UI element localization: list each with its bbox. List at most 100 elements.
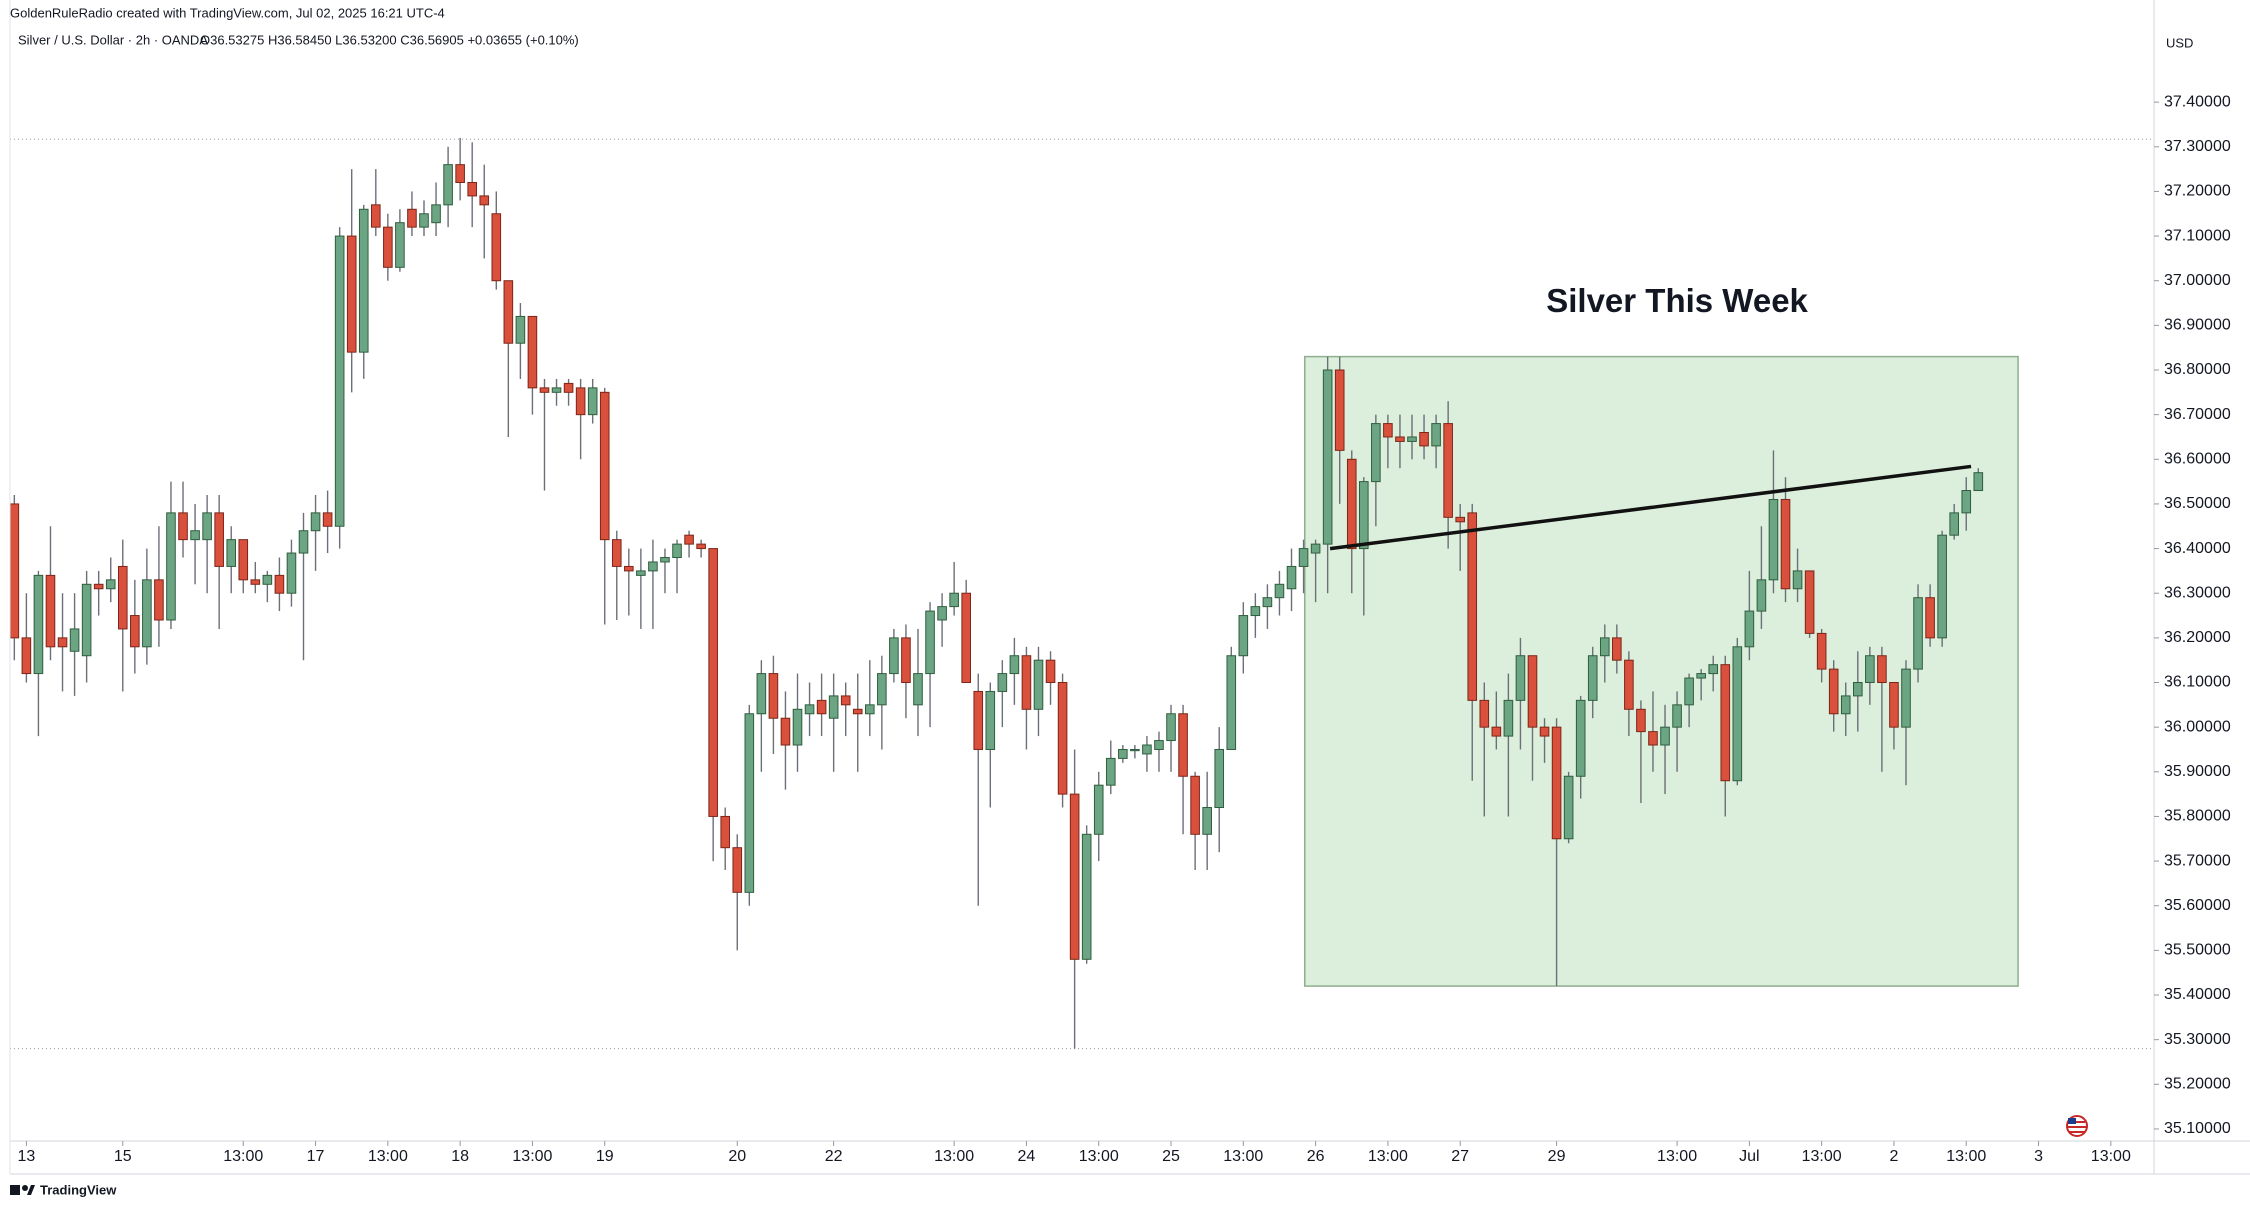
y-tick-label: 35.50000 — [2164, 942, 2231, 959]
x-tick-label: 19 — [596, 1148, 614, 1165]
candle-body — [816, 699, 827, 715]
candle-body — [274, 574, 285, 594]
x-tick-label: 25 — [1162, 1148, 1180, 1165]
candle-body — [419, 213, 429, 228]
candle-body — [997, 673, 1008, 692]
candle-body — [1937, 534, 1947, 639]
candle-body — [117, 565, 128, 630]
candle-body — [1045, 659, 1056, 684]
candle-body — [286, 552, 297, 594]
candle-body — [238, 539, 249, 581]
y-tick-label: 35.80000 — [2164, 808, 2231, 825]
candle-body — [1286, 565, 1297, 590]
brand-logo — [10, 1185, 35, 1195]
candle-body — [57, 637, 68, 648]
currency: USD — [2166, 35, 2193, 50]
candle-body — [1346, 458, 1357, 550]
y-tick-label: 36.50000 — [2164, 495, 2231, 512]
candle-body — [1612, 637, 1622, 661]
candle-body — [1877, 655, 1887, 684]
candle-body — [1190, 775, 1200, 835]
candle-body — [696, 543, 706, 550]
candle-body — [1973, 472, 1984, 492]
candle-body — [877, 673, 887, 706]
x-tick-label: 13:00 — [512, 1148, 552, 1165]
brand: TradingView — [40, 1182, 117, 1197]
candle-body — [1419, 432, 1429, 447]
candle-body — [69, 628, 80, 652]
candle-body — [1479, 699, 1490, 728]
candle-body — [1744, 610, 1755, 648]
candle-body — [901, 637, 911, 684]
candle-body — [1383, 423, 1393, 438]
candle-body — [720, 815, 731, 849]
x-tick-label: 13:00 — [1223, 1148, 1263, 1165]
x-tick-label: 13:00 — [223, 1148, 263, 1165]
candle-body — [1214, 748, 1225, 809]
candle-body — [1455, 516, 1465, 523]
candle-body — [732, 847, 743, 893]
candle-body — [1334, 369, 1345, 451]
candle-body — [443, 164, 453, 206]
trend-line — [1329, 464, 1972, 551]
candle-body — [527, 315, 538, 389]
x-tick-label: 22 — [825, 1148, 843, 1165]
candle-body — [479, 195, 490, 206]
x-tick-label: Jul — [1739, 1148, 1759, 1165]
candle-body — [142, 579, 152, 648]
candle-body — [828, 695, 839, 719]
candle-body — [431, 204, 441, 224]
y-tick-label: 35.90000 — [2164, 763, 2231, 780]
candle-body — [298, 530, 309, 554]
candle-body — [1069, 793, 1080, 960]
candle-body — [1105, 757, 1116, 786]
candle-body — [467, 182, 477, 197]
candle-body — [1913, 597, 1923, 670]
candle-body — [226, 539, 237, 567]
plot-area: Silver This Week — [9, 137, 2153, 1050]
candle-body — [1551, 726, 1562, 840]
candle-body — [780, 717, 791, 746]
candle-body — [1154, 740, 1164, 750]
candle-body — [322, 512, 333, 527]
candle-body — [1503, 699, 1514, 737]
x-tick-label: 29 — [1548, 1148, 1566, 1165]
candle-body — [407, 208, 417, 228]
candle-body — [1491, 726, 1502, 737]
candle-body — [1840, 695, 1851, 715]
flag-icon — [2066, 1115, 2088, 1137]
candle-body — [575, 387, 586, 416]
candle-body — [792, 708, 803, 746]
y-tick-label: 35.20000 — [2164, 1076, 2231, 1093]
candle-body — [503, 280, 514, 344]
candle-body — [178, 512, 188, 541]
candle-body — [1142, 744, 1152, 755]
y-tick-label: 37.30000 — [2164, 138, 2231, 155]
candle-body — [1816, 632, 1827, 670]
candle-body — [949, 592, 959, 608]
candle-body — [1720, 664, 1731, 782]
candle-body — [1250, 606, 1261, 617]
candle-body — [1708, 664, 1719, 675]
y-tick-label: 36.90000 — [2164, 317, 2231, 334]
candle-body — [1901, 668, 1911, 728]
y-tick-label: 35.10000 — [2164, 1120, 2231, 1137]
candle-body — [599, 391, 610, 541]
candle-body — [1274, 583, 1285, 599]
y-tick-label: 37.20000 — [2164, 183, 2231, 200]
candle-body — [1889, 682, 1899, 728]
candle-body — [81, 583, 92, 657]
candle-body — [346, 235, 357, 353]
candle-body — [1804, 570, 1815, 634]
attribution: GoldenRuleRadio created with TradingView… — [10, 5, 445, 20]
candle-body — [1575, 699, 1586, 777]
candle-body — [1395, 436, 1405, 442]
candle-body — [1093, 784, 1104, 835]
x-tick-label: 13:00 — [934, 1148, 974, 1165]
candle-body — [1527, 655, 1538, 728]
candle-body — [1587, 655, 1598, 701]
x-tick-label: 27 — [1451, 1148, 1469, 1165]
candle-body — [624, 565, 634, 572]
x-tick-label: 2 — [1889, 1148, 1898, 1165]
